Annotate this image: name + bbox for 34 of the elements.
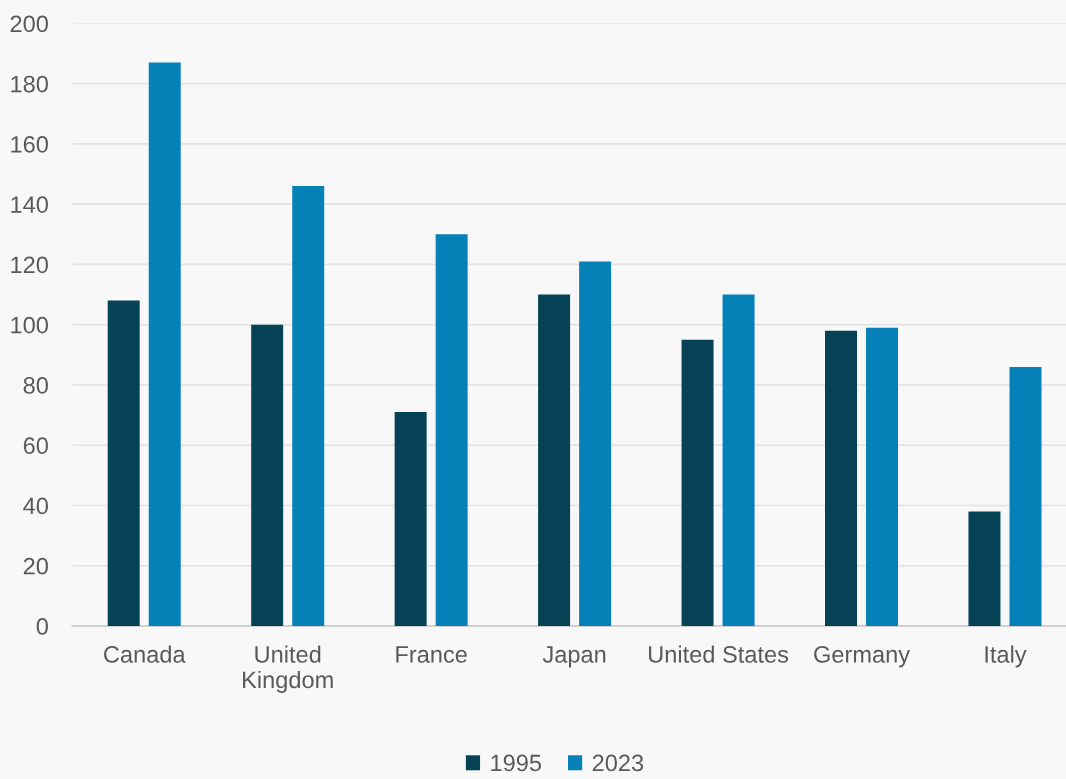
bar bbox=[968, 511, 1001, 626]
bar bbox=[538, 294, 571, 626]
bar bbox=[579, 261, 612, 626]
y-tick-label: 160 bbox=[11, 135, 48, 153]
y-tick-label: 20 bbox=[23, 557, 48, 575]
bar bbox=[107, 300, 140, 626]
y-tick-label: 100 bbox=[11, 316, 48, 334]
bar bbox=[435, 234, 468, 626]
y-tick-label: 180 bbox=[11, 75, 48, 93]
bar bbox=[292, 186, 325, 626]
y-tick-label: 200 bbox=[10, 15, 48, 33]
bar bbox=[394, 412, 427, 626]
bar bbox=[722, 294, 755, 626]
x-tick-label: France bbox=[396, 646, 467, 663]
x-tick-label: Canada bbox=[104, 645, 186, 663]
legend-label: 2023 bbox=[592, 754, 644, 772]
bar bbox=[1009, 366, 1042, 626]
bar bbox=[825, 330, 857, 626]
bar bbox=[148, 62, 181, 626]
bar bbox=[251, 324, 284, 626]
y-tick-label: 0 bbox=[36, 618, 48, 635]
x-tick-label: Germany bbox=[814, 646, 911, 668]
x-tick-label: United Kingdom bbox=[243, 645, 333, 693]
bar bbox=[866, 327, 899, 626]
bar bbox=[681, 339, 714, 626]
y-tick-label: 80 bbox=[23, 377, 48, 394]
y-tick-label: 60 bbox=[23, 437, 48, 455]
x-tick-label: Italy bbox=[985, 645, 1027, 668]
y-tick-label: 40 bbox=[23, 497, 48, 515]
x-tick-label: United States bbox=[649, 645, 789, 663]
y-tick-label: 140 bbox=[11, 196, 48, 213]
legend-label: 1995 bbox=[491, 754, 542, 772]
x-tick-label: Japan bbox=[542, 646, 606, 668]
y-tick-label: 120 bbox=[11, 256, 48, 274]
